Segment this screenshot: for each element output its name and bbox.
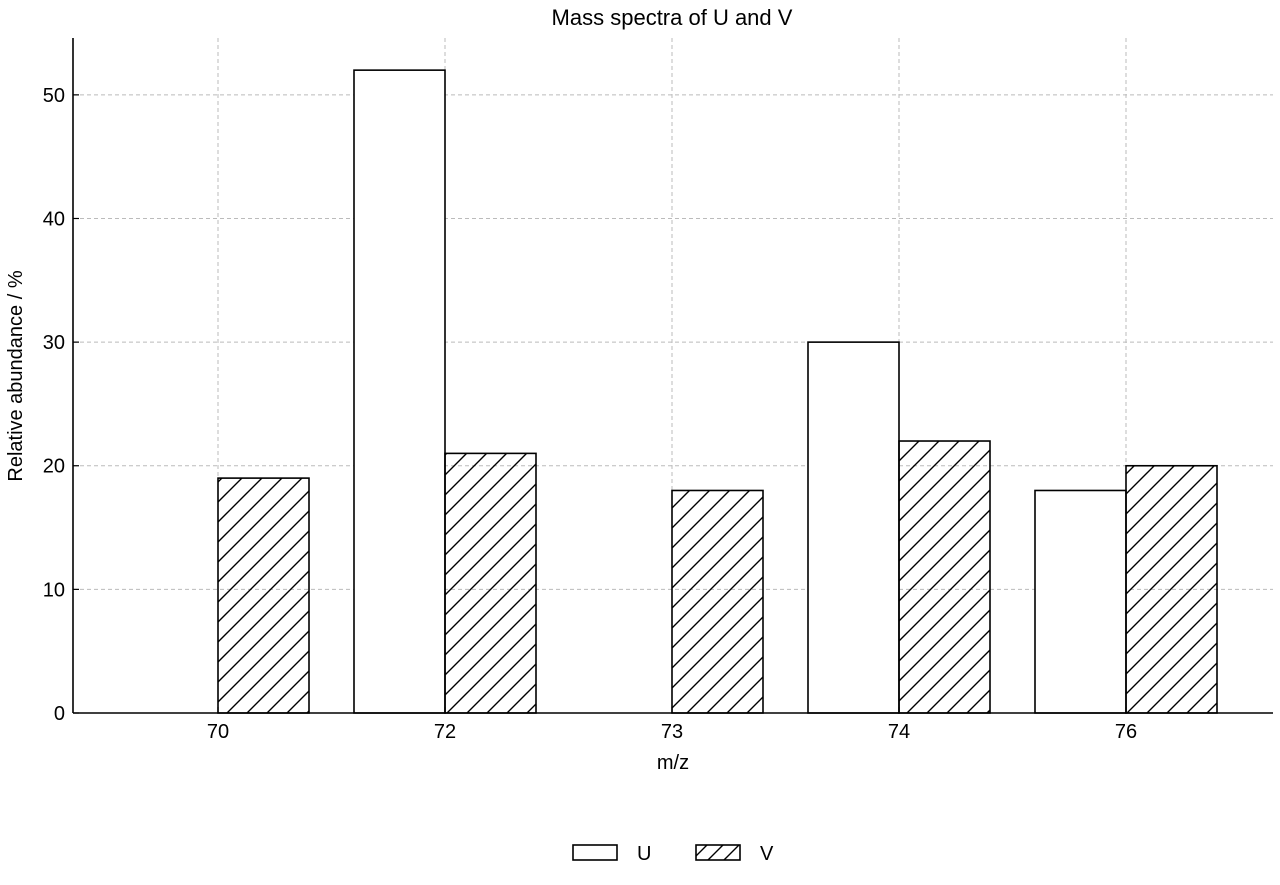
legend-swatch-v: [695, 844, 741, 861]
axes: [72, 38, 1273, 714]
x-tick-label: 72: [434, 721, 456, 743]
x-tick-label: 73: [661, 721, 683, 743]
bar-v-73: [671, 489, 764, 714]
bar-v-76: [1125, 464, 1218, 714]
bar-u-72: [353, 69, 446, 714]
legend-label-u: U: [637, 843, 651, 865]
x-tick-label: 70: [207, 721, 229, 743]
legend-label-v: V: [760, 843, 774, 865]
bar-u-74: [807, 341, 900, 714]
bars: [217, 69, 1218, 714]
y-tick-label: 50: [43, 85, 65, 107]
legend-swatch-u: [572, 844, 618, 861]
y-axis-label: Relative abundance / %: [5, 270, 27, 481]
y-tick-label: 40: [43, 208, 65, 230]
chart-title: Mass spectra of U and V: [552, 5, 793, 30]
y-tick-label: 10: [43, 579, 65, 601]
x-tick-label: 76: [1115, 721, 1137, 743]
bar-v-72: [444, 452, 537, 714]
bar-u-76: [1034, 489, 1127, 714]
x-axis-label: m/z: [657, 752, 689, 774]
y-tick-label: 20: [43, 456, 65, 478]
y-tick-label: 0: [54, 703, 65, 725]
bar-v-74: [898, 440, 991, 714]
tick-labels: 0 10 20 30 40 50 70 72 73 74 76: [43, 85, 1137, 743]
y-tick-label: 30: [43, 332, 65, 354]
bar-v-70: [217, 477, 310, 714]
x-tick-label: 74: [888, 721, 910, 743]
